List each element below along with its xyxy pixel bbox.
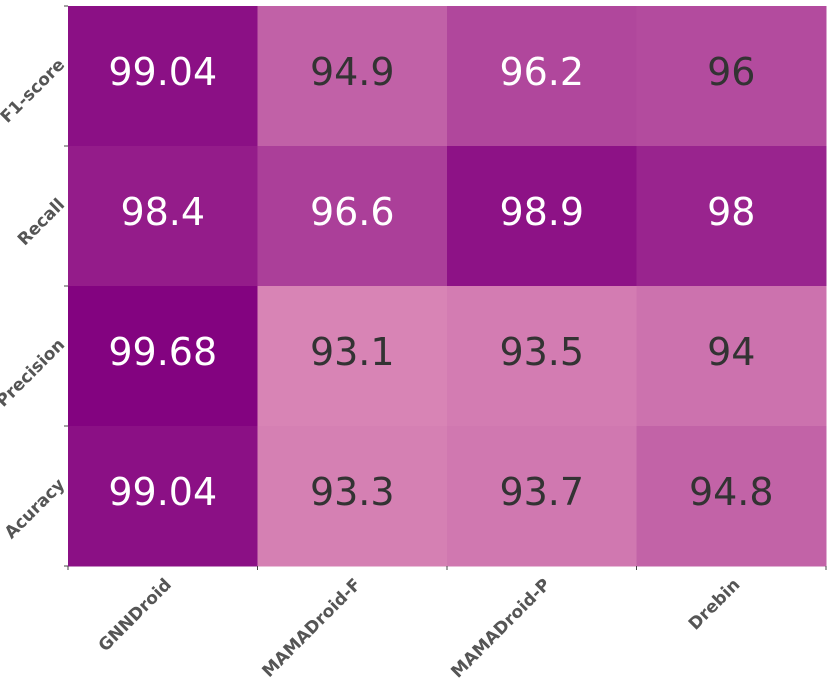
- heatmap-cell: [447, 286, 637, 427]
- cell-value-label: 94.9: [310, 50, 395, 94]
- x-tick-label: Drebin: [685, 575, 744, 634]
- heatmap-cell: [447, 6, 637, 147]
- heatmap-cell: [257, 426, 448, 567]
- heatmap-cell: [257, 146, 448, 287]
- heatmap-cell: [636, 426, 827, 567]
- heatmap-cell: [636, 286, 827, 427]
- cell-value-label: 93.7: [499, 470, 584, 514]
- heatmap-cell: [636, 146, 827, 287]
- cell-value-label: 98.4: [120, 190, 205, 234]
- y-tick-label: F1-score: [0, 55, 69, 127]
- heatmap-cell: [68, 286, 258, 427]
- heatmap-cells: 99.04 94.9 96.2 96 98.4 96.6 98.9 98 99.68 93.1 93…: [68, 6, 827, 567]
- cell-value-label: 93.3: [310, 470, 395, 514]
- x-axis-tick-labels: GNNDroid MAMADroid-F MAMADroid-P Drebin: [95, 575, 745, 682]
- y-tick-label: Recall: [14, 195, 69, 250]
- heatmap-cell: [257, 6, 448, 147]
- heatmap-cell: [68, 6, 258, 147]
- cell-value-label: 93.5: [499, 330, 584, 374]
- y-axis-tick-labels: F1-score Recall Precision Acuracy: [0, 55, 69, 543]
- y-tick-label: Acuracy: [1, 475, 69, 543]
- cell-value-label: 99.04: [108, 50, 217, 94]
- heatmap-cell: [447, 146, 637, 287]
- cell-value-label: 98.9: [499, 190, 584, 234]
- heatmap-cell: [257, 286, 448, 427]
- heatmap-cell: [68, 146, 258, 287]
- x-tick-label: GNNDroid: [95, 575, 176, 656]
- heatmap-cell: [636, 6, 827, 147]
- cell-value-label: 99.04: [108, 470, 217, 514]
- cell-value-label: 96.2: [499, 50, 584, 94]
- y-tick-label: Precision: [0, 335, 69, 411]
- cell-value-label: 96.6: [310, 190, 395, 234]
- cell-value-label: 94.8: [689, 470, 774, 514]
- cell-value-label: 99.68: [108, 330, 217, 374]
- x-tick-label: MAMADroid-F: [259, 575, 366, 682]
- cell-value-label: 96: [707, 50, 755, 94]
- axis-ticks: [64, 5, 827, 570]
- cell-value-label: 93.1: [310, 330, 395, 374]
- heatmap-cell: [68, 426, 258, 567]
- heatmap-cell: [447, 426, 637, 567]
- cell-value-label: 94: [707, 330, 755, 374]
- cell-value-label: 98: [707, 190, 755, 234]
- x-tick-label: MAMADroid-P: [447, 575, 554, 682]
